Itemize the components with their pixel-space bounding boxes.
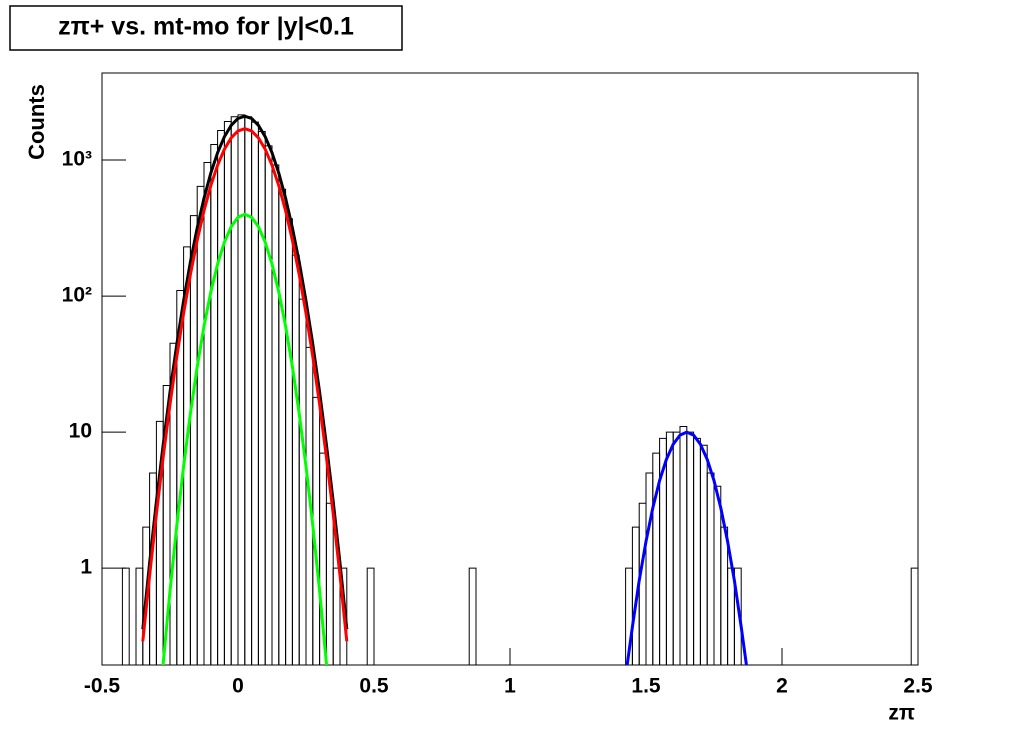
x-axis-label: zπ	[888, 702, 915, 725]
fit-curve	[141, 114, 349, 630]
histogram-bin	[693, 437, 701, 665]
histogram-bin	[713, 485, 722, 665]
x-tick-label: 1	[504, 675, 516, 698]
histogram-bin	[665, 431, 674, 665]
histogram-bin	[237, 114, 246, 665]
histogram-bin	[257, 131, 266, 665]
y-tick-label: 10³	[62, 148, 92, 171]
histogram-bin	[699, 444, 708, 665]
y-tick-label: 1	[80, 556, 92, 579]
fit-curve	[141, 127, 349, 642]
y-tick-label: 10²	[62, 284, 92, 307]
histogram-bin	[135, 567, 144, 665]
histogram-bin	[121, 567, 130, 665]
x-tick-label: -0.5	[84, 675, 121, 698]
histogram-bin	[672, 431, 681, 665]
histogram-bin	[230, 116, 239, 665]
x-tick-label: 2.5	[903, 675, 933, 698]
histogram-bin	[196, 185, 205, 665]
histogram-bin	[244, 116, 253, 665]
histogram-bin	[679, 425, 688, 665]
histogram-bin	[686, 431, 695, 665]
histogram-bin	[210, 144, 219, 665]
histogram-bin	[468, 567, 477, 665]
chart-title: zπ+ vs. mt-mo for |y|<0.1	[58, 13, 354, 41]
histogram-bin	[366, 567, 375, 665]
histogram-bin	[264, 145, 273, 665]
histogram-bin	[706, 472, 715, 665]
histogram-bin	[251, 121, 259, 665]
x-tick-label: 2	[776, 675, 788, 698]
histogram-bin	[720, 526, 729, 665]
plot-area	[121, 114, 918, 665]
histogram-bin	[291, 254, 300, 665]
histogram-bin	[298, 298, 307, 665]
histogram-bin	[910, 567, 918, 665]
title-box	[9, 5, 403, 51]
histogram-bin	[638, 502, 647, 665]
y-tick-label: 10	[69, 420, 92, 443]
y-axis-label: Counts	[24, 84, 49, 160]
histogram-bin	[217, 129, 225, 665]
histogram-bin	[285, 218, 293, 665]
histogram-bin	[189, 215, 198, 665]
x-tick-label: 1.5	[631, 675, 661, 698]
histogram-bin	[332, 567, 341, 665]
histogram-bin	[203, 161, 212, 665]
histogram-bin	[223, 121, 232, 665]
x-tick-label: 0.5	[359, 675, 389, 698]
histogram-bin	[271, 164, 280, 665]
fit-curve	[625, 430, 748, 665]
x-tick-label: 0	[232, 675, 244, 698]
histogram-bin	[645, 472, 654, 665]
histogram-bin	[278, 188, 287, 665]
fit-curve	[161, 212, 329, 665]
histogram-bin	[325, 502, 334, 665]
